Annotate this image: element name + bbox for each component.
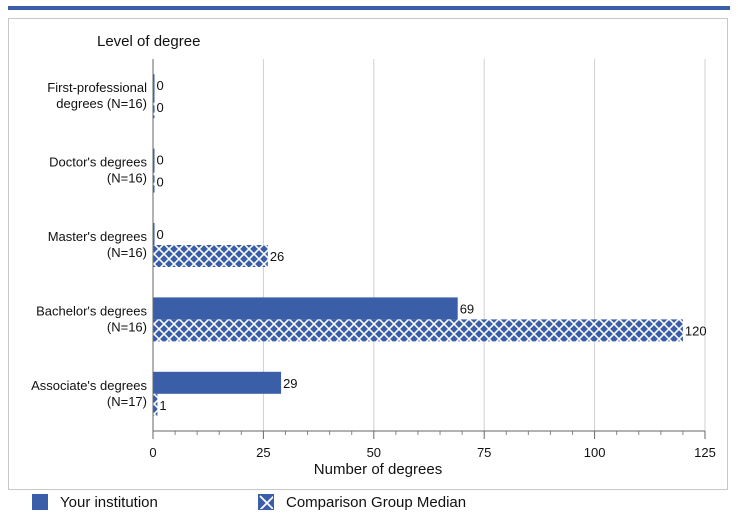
bar-value-label: 1 <box>159 398 166 413</box>
chart-frame: 0 0 0 0 0 26 69 120 29 1 First-professional degree… <box>8 18 728 490</box>
data-labels: 0 0 0 0 0 26 69 120 29 1 <box>157 78 707 413</box>
x-tick-label: 0 <box>149 445 156 460</box>
category-label: (N=16) <box>107 245 147 260</box>
bar-value-label: 120 <box>685 323 707 338</box>
bar <box>153 371 282 394</box>
legend-label: Comparison Group Median <box>286 493 467 511</box>
bar <box>153 148 155 171</box>
category-label: Associate's degrees <box>31 378 147 393</box>
top-accent-rule <box>8 6 730 10</box>
legend-item-your-institution: Your institution <box>32 490 158 514</box>
x-tick-label: 75 <box>477 445 491 460</box>
bar-value-label: 26 <box>270 249 284 264</box>
bar <box>153 319 683 342</box>
bar-value-label: 0 <box>157 227 164 242</box>
category-label: (N=16) <box>107 171 147 186</box>
bar <box>153 297 458 320</box>
category-label: (N=16) <box>107 319 147 334</box>
x-tick-label: 25 <box>256 445 270 460</box>
x-tick-label: 50 <box>367 445 381 460</box>
y-axis-title: Level of degree <box>97 33 200 50</box>
legend-swatch-solid <box>32 494 48 510</box>
bar <box>153 245 268 267</box>
bar <box>153 74 155 97</box>
bar-value-label: 0 <box>157 175 164 190</box>
bar <box>153 96 155 119</box>
bar <box>153 223 155 245</box>
gridlines <box>262 59 706 431</box>
bar-value-label: 29 <box>283 376 297 391</box>
bars <box>153 74 683 416</box>
bar-value-label: 0 <box>157 100 164 115</box>
crosshatch-icon <box>259 495 273 509</box>
legend-swatch-crosshatch <box>258 494 274 510</box>
bar-chart: 0 0 0 0 0 26 69 120 29 1 First-professionaldegree… <box>31 33 716 478</box>
category-label: Master's degrees <box>48 229 148 244</box>
bar <box>153 170 155 193</box>
x-axis-title: Number of degrees <box>314 461 442 478</box>
category-label: degrees (N=16) <box>56 96 147 111</box>
bar-value-label: 0 <box>157 153 164 168</box>
category-label: Doctor's degrees <box>49 155 147 170</box>
bar <box>153 393 158 416</box>
bar-value-label: 0 <box>157 78 164 93</box>
category-label: First-professional <box>47 80 147 95</box>
x-tick-label: 125 <box>694 445 716 460</box>
bar-value-label: 69 <box>460 301 474 316</box>
x-axis: 0 25 50 75 100 125 <box>149 59 716 460</box>
category-label: (N=17) <box>107 394 147 409</box>
legend-label: Your institution <box>60 493 158 511</box>
category-label: Bachelor's degrees <box>36 303 147 318</box>
legend-item-comparison-median: Comparison Group Median <box>258 490 466 514</box>
x-tick-label: 100 <box>584 445 606 460</box>
